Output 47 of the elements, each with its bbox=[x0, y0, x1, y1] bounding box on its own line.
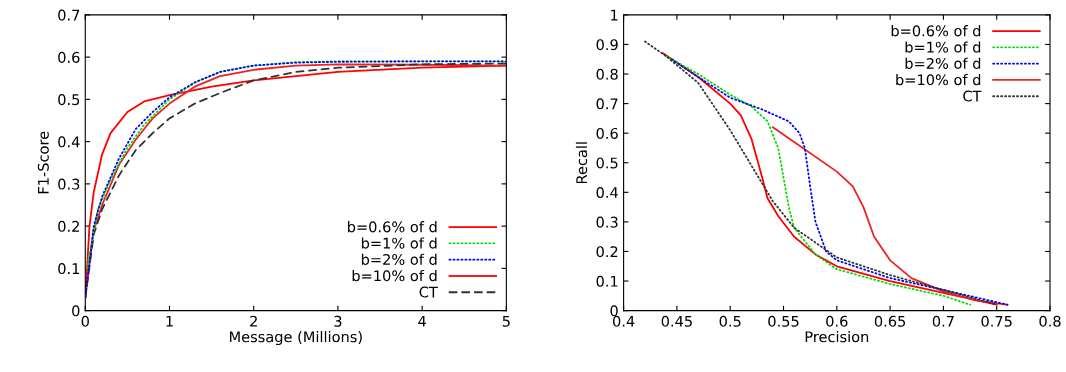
y-tick-label: 0.2 bbox=[596, 246, 618, 258]
x-tick-label: 0.7 bbox=[932, 315, 954, 327]
x-tick-label: 0 bbox=[81, 315, 89, 327]
x-axis-title: Precision bbox=[805, 330, 869, 343]
x-tick-label: 0.75 bbox=[981, 315, 1012, 327]
x-tick-label: 0.5 bbox=[719, 315, 741, 327]
y-tick-label: 0.6 bbox=[58, 51, 80, 63]
x-tick-label: 0.6 bbox=[826, 315, 848, 327]
x-tick-label: 4 bbox=[418, 315, 426, 327]
y-tick-label: 0.3 bbox=[58, 178, 80, 190]
legend-label: b=1% of d bbox=[361, 237, 437, 249]
x-tick-label: 0.55 bbox=[768, 315, 799, 327]
y-tick-label: 0.9 bbox=[596, 39, 618, 51]
y-tick-label: 0.3 bbox=[596, 216, 618, 228]
y-tick-label: 0.4 bbox=[58, 136, 80, 148]
legend-label: b=10% of d bbox=[352, 270, 437, 282]
y-tick-label: 0.8 bbox=[596, 68, 618, 80]
legend-label: b=10% of d bbox=[896, 73, 981, 86]
y-tick-label: 0.5 bbox=[58, 94, 80, 106]
legend-label: b=1% of d bbox=[905, 41, 981, 53]
y-axis-title: Recall bbox=[575, 142, 588, 184]
legend-label: b=0.6% of d bbox=[891, 25, 981, 37]
x-tick-label: 2 bbox=[250, 315, 257, 327]
y-tick-label: 0.2 bbox=[58, 220, 79, 232]
legend-label: b=2% of d bbox=[361, 253, 437, 265]
x-tick-label: 0.45 bbox=[661, 315, 692, 327]
y-axis-title: F1-Score bbox=[37, 131, 49, 194]
legend-label: CT bbox=[963, 90, 982, 102]
y-tick-label: 0.4 bbox=[596, 187, 618, 199]
y-tick-label: 0.1 bbox=[58, 263, 80, 275]
legend-label: CT bbox=[419, 286, 438, 298]
legend-label: b=0.6% of d bbox=[348, 221, 437, 233]
x-tick-label: 0.8 bbox=[1039, 315, 1061, 327]
x-tick-label: 5 bbox=[502, 315, 510, 327]
x-axis-title: Message (Millions) bbox=[230, 330, 362, 346]
y-tick-label: 1 bbox=[611, 9, 618, 21]
y-tick-label: 0 bbox=[610, 305, 618, 317]
y-tick-label: 0.6 bbox=[596, 127, 618, 139]
x-tick-label: 3 bbox=[334, 315, 342, 327]
y-tick-label: 0.7 bbox=[58, 9, 80, 21]
x-tick-label: 0.65 bbox=[874, 315, 906, 327]
x-tick-label: 1 bbox=[166, 315, 173, 327]
y-tick-label: 0 bbox=[72, 305, 80, 317]
y-tick-label: 0.7 bbox=[596, 98, 618, 110]
y-tick-label: 0.5 bbox=[596, 157, 618, 169]
y-tick-label: 0.1 bbox=[596, 275, 618, 287]
legend-label: b=2% of d bbox=[905, 57, 981, 69]
